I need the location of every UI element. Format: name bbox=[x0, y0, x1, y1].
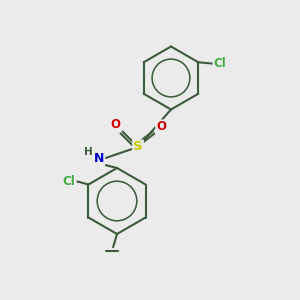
Text: S: S bbox=[133, 140, 143, 154]
Text: H: H bbox=[84, 147, 93, 158]
Text: O: O bbox=[156, 120, 166, 134]
Text: Cl: Cl bbox=[214, 57, 226, 70]
Text: N: N bbox=[94, 152, 104, 166]
Text: O: O bbox=[111, 118, 121, 131]
Text: Cl: Cl bbox=[62, 175, 75, 188]
